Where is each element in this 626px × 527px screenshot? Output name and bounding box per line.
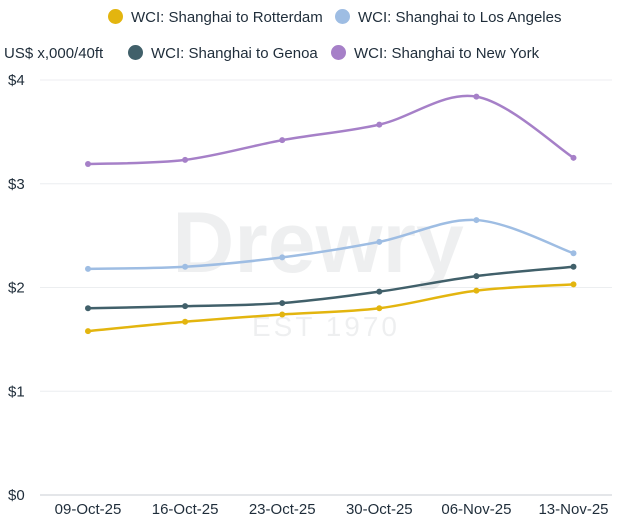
legend-swatch-new-york — [331, 45, 346, 60]
x-tick-label-4: 06-Nov-25 — [441, 501, 511, 518]
data-point-shanghai-to-rotterdam-0 — [85, 328, 91, 335]
series-line-shanghai-to-los-angeles — [87, 218, 574, 271]
x-tick-label-5: 13-Nov-25 — [538, 501, 608, 518]
data-point-shanghai-to-rotterdam-1 — [182, 318, 189, 325]
data-point-shanghai-to-los-angeles-0 — [85, 265, 91, 272]
y-tick-label-1: $1 — [8, 383, 25, 400]
data-point-shanghai-to-new-york-0 — [85, 161, 91, 168]
x-axis: 09-Oct-25 16-Oct-25 23-Oct-25 30-Oct-25 06-N… — [55, 501, 609, 518]
data-point-shanghai-to-los-angeles-5 — [570, 250, 577, 257]
legend-label-rotterdam: WCI: Shanghai to Rotterdam — [131, 9, 323, 26]
series-line-shanghai-to-new-york — [87, 94, 575, 166]
legend-swatch-rotterdam — [108, 9, 123, 24]
series-line-shanghai-to-rotterdam — [87, 283, 574, 333]
legend-swatch-los-angeles — [335, 9, 350, 24]
data-point-shanghai-to-new-york-3 — [376, 121, 383, 128]
data-point-shanghai-to-rotterdam-5 — [570, 281, 577, 288]
y-axis: $0 $1 $2 $3 $4 — [8, 72, 25, 504]
data-point-shanghai-to-rotterdam-4 — [473, 287, 480, 294]
y-tick-label-0: $0 — [8, 487, 25, 504]
legend-label-new-york: WCI: Shanghai to New York — [354, 45, 540, 62]
data-point-shanghai-to-new-york-5 — [570, 154, 577, 161]
data-point-shanghai-to-los-angeles-3 — [376, 238, 383, 245]
data-point-shanghai-to-new-york-1 — [182, 156, 189, 163]
data-point-shanghai-to-los-angeles-1 — [182, 263, 189, 270]
data-point-shanghai-to-genoa-0 — [85, 305, 91, 312]
legend-item-new-york: WCI: Shanghai to New York — [331, 45, 539, 62]
x-tick-label-3: 30-Oct-25 — [346, 501, 413, 518]
x-tick-label-0: 09-Oct-25 — [55, 501, 122, 518]
legend-item-genoa: WCI: Shanghai to Genoa — [128, 45, 318, 62]
data-point-shanghai-to-genoa-5 — [570, 263, 577, 270]
data-point-shanghai-to-genoa-1 — [182, 303, 189, 310]
data-point-shanghai-to-los-angeles-4 — [473, 217, 480, 224]
legend-item-rotterdam: WCI: Shanghai to Rotterdam — [108, 9, 323, 26]
legend-item-los-angeles: WCI: Shanghai to Los Angeles — [335, 9, 561, 26]
watermark: Drewry EST 1970 — [172, 195, 464, 342]
legend-label-los-angeles: WCI: Shanghai to Los Angeles — [358, 9, 562, 26]
y-tick-label-3: $3 — [8, 176, 25, 193]
data-point-shanghai-to-los-angeles-2 — [279, 254, 286, 261]
legend-swatch-genoa — [128, 45, 143, 60]
series-line-shanghai-to-genoa — [87, 265, 574, 310]
data-point-shanghai-to-new-york-2 — [279, 137, 286, 144]
unit-label: US$ x,000/40ft — [4, 45, 104, 62]
series-group — [85, 93, 577, 335]
legend-label-genoa: WCI: Shanghai to Genoa — [151, 45, 318, 62]
data-point-shanghai-to-rotterdam-3 — [376, 305, 383, 312]
data-point-shanghai-to-genoa-2 — [279, 300, 286, 307]
y-tick-label-2: $2 — [8, 280, 25, 297]
x-tick-label-2: 23-Oct-25 — [249, 501, 316, 518]
data-point-shanghai-to-rotterdam-2 — [279, 311, 286, 318]
data-point-shanghai-to-genoa-4 — [473, 273, 480, 280]
y-tick-label-4: $4 — [8, 72, 25, 89]
watermark-brand: Drewry — [172, 195, 464, 291]
x-tick-label-1: 16-Oct-25 — [152, 501, 219, 518]
watermark-tagline: EST 1970 — [252, 311, 400, 342]
data-point-shanghai-to-new-york-4 — [473, 93, 480, 100]
data-point-shanghai-to-genoa-3 — [376, 288, 383, 295]
